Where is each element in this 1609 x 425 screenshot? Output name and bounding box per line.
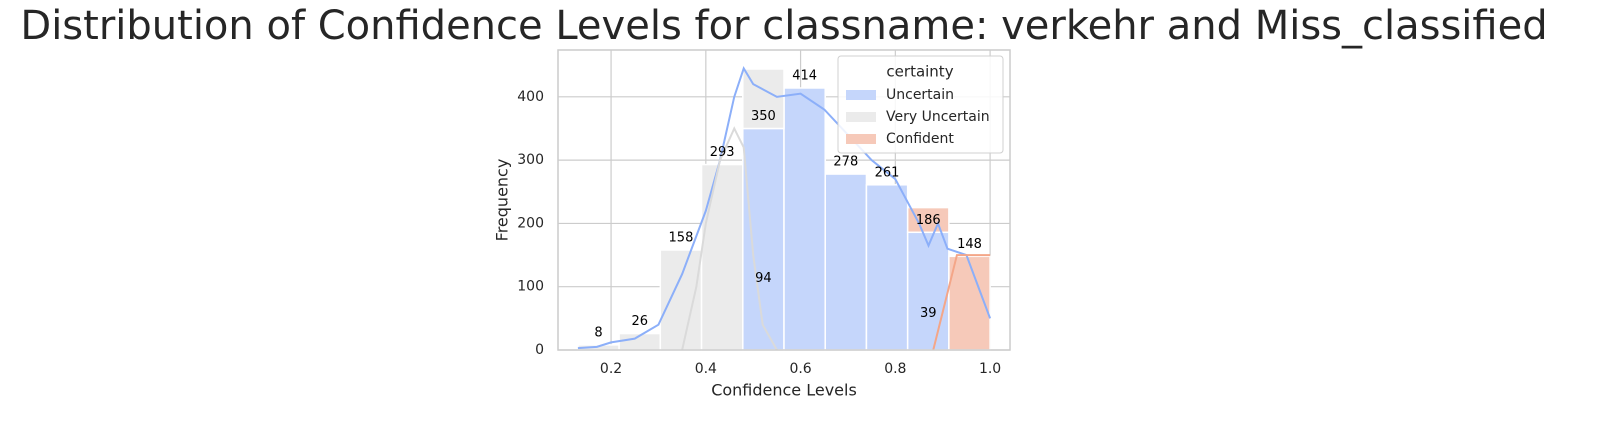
- bar: [824, 173, 868, 351]
- bar: [659, 249, 703, 351]
- y-tick-label: 400: [517, 89, 544, 105]
- y-tick-label: 0: [535, 342, 544, 358]
- bar-label: 261: [875, 165, 900, 180]
- legend-box: [837, 55, 1004, 154]
- legend-title: certainty: [886, 63, 953, 81]
- legend-label: Uncertain: [886, 87, 954, 103]
- bar: [906, 206, 950, 234]
- bar: [783, 87, 826, 351]
- legend-label: Very Uncertain: [886, 109, 990, 125]
- x-tick-label: 0.8: [884, 361, 906, 377]
- y-axis-label: Frequency: [493, 159, 512, 242]
- bar-label: 158: [669, 231, 694, 246]
- bar-label: 186: [916, 213, 941, 228]
- y-tick-label: 100: [517, 279, 544, 295]
- x-tick-label: 1.0: [979, 361, 1001, 377]
- x-tick-label: 0.2: [600, 361, 622, 377]
- legend-swatch: [846, 112, 876, 122]
- y-tick-label: 200: [517, 215, 544, 231]
- x-axis-label: Confidence Levels: [711, 381, 857, 400]
- bar: [948, 255, 991, 351]
- y-tick-label: 300: [517, 152, 544, 168]
- bar-label: 414: [792, 68, 817, 83]
- bar-label: 8: [594, 325, 602, 340]
- bar-label: 26: [631, 314, 648, 329]
- bar-label: 293: [710, 145, 735, 160]
- x-tick-label: 0.6: [789, 361, 811, 377]
- bar-label: 148: [957, 237, 982, 252]
- legend-label: Confident: [886, 131, 954, 147]
- kde-line: [932, 254, 991, 351]
- bar: [865, 184, 909, 351]
- kde-line: [577, 65, 992, 350]
- plot-frame: [557, 49, 1011, 351]
- bar-label: 278: [833, 155, 858, 170]
- bar-label: 350: [751, 109, 776, 124]
- bar-label: 94: [755, 271, 772, 286]
- bar: [700, 163, 744, 351]
- bar: [742, 127, 785, 351]
- legend-swatch: [846, 90, 876, 100]
- legend-swatch: [846, 134, 876, 144]
- chart-title: Distribution of Confidence Levels for cl…: [20, 3, 1547, 49]
- x-tick-label: 0.4: [695, 361, 717, 377]
- bar-label: 39: [920, 306, 937, 321]
- kde-line: [681, 126, 778, 351]
- bar: [906, 231, 950, 351]
